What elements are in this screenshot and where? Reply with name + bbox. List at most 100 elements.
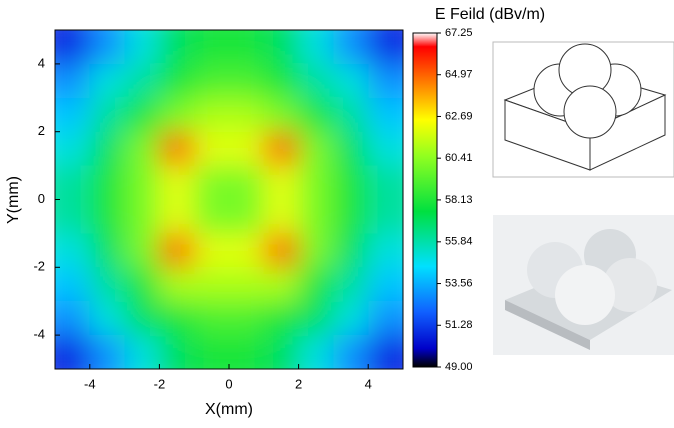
heat-cell (299, 233, 335, 268)
heat-cell (194, 166, 230, 201)
heatmap (35, 10, 424, 390)
heat-cell (264, 64, 300, 99)
heat-cell (264, 166, 300, 201)
heat-cell (229, 301, 265, 336)
heat-cell (264, 200, 300, 235)
heat-cell (333, 301, 369, 336)
heat-cell (125, 132, 161, 167)
heat-cell (333, 64, 369, 99)
heat-cell (90, 267, 126, 302)
heat-cell (194, 64, 230, 99)
heat-cell (229, 166, 265, 201)
colorbar-tick-label: 49.00 (445, 361, 473, 373)
heat-cell (299, 64, 335, 99)
x-tick-label: 0 (225, 376, 232, 391)
heat-cell (194, 10, 230, 65)
heat-cell (125, 233, 161, 268)
heat-cell (229, 10, 265, 65)
heat-cell (90, 132, 126, 167)
heat-cell (194, 200, 230, 235)
heat-cell (299, 267, 335, 302)
heat-cell (229, 200, 265, 235)
heat-cell (299, 98, 335, 133)
heat-cell (159, 10, 195, 65)
y-axis-label: Y(mm) (5, 176, 22, 224)
heat-cell (299, 301, 335, 336)
heat-cell (90, 200, 126, 235)
y-tick-label: 2 (38, 123, 45, 138)
colorbar-tick-label: 55.84 (445, 236, 473, 248)
y-tick-label: -2 (33, 259, 45, 274)
heat-cell (299, 132, 335, 167)
heat-cell (264, 233, 300, 268)
heat-cell (90, 166, 126, 201)
heat-cell (229, 64, 265, 99)
heat-cell (159, 301, 195, 336)
heat-cell (159, 267, 195, 302)
heat-cell (299, 10, 335, 65)
heat-cell (194, 267, 230, 302)
chart: X(mm) Y(mm) E Feild (dBv/m) -4 -2 0 2 4 -4 -2 0… (0, 0, 674, 423)
y-tick-label: -4 (33, 327, 45, 342)
colorbar-tick-label: 64.97 (445, 69, 473, 81)
colorbar-tick-label: 60.41 (445, 152, 473, 164)
heat-cell (333, 200, 369, 235)
colorbar-tick-label: 58.13 (445, 194, 473, 206)
y-tick-label: 0 (38, 191, 45, 206)
heat-cell (159, 98, 195, 133)
x-tick-label: -2 (154, 376, 166, 391)
heat-cell (264, 10, 300, 65)
x-axis-label: X(mm) (205, 401, 253, 418)
heat-cell (229, 98, 265, 133)
heat-cell (159, 200, 195, 235)
heat-cell (125, 64, 161, 99)
colorbar-tick-label: 62.69 (445, 110, 473, 122)
x-tick-label: 4 (365, 376, 372, 391)
heat-cell (194, 98, 230, 133)
heat-cell (159, 64, 195, 99)
heat-cell (333, 10, 369, 65)
heat-cell (90, 301, 126, 336)
heat-cell (159, 132, 195, 167)
heat-cell (90, 233, 126, 268)
colorbar-title: E Feild (dBv/m) (435, 6, 545, 23)
heat-cell (264, 98, 300, 133)
heat-cell (333, 98, 369, 133)
colorbar-tick-label: 67.25 (445, 27, 473, 39)
heat-cell (229, 267, 265, 302)
heat-cell (229, 233, 265, 268)
heat-cell (264, 267, 300, 302)
heat-cell (90, 98, 126, 133)
heat-cell (159, 166, 195, 201)
heat-cell (125, 10, 161, 65)
heat-cell (194, 132, 230, 167)
heat-cell (299, 200, 335, 235)
colorbar (413, 33, 437, 367)
heat-cell (229, 132, 265, 167)
heat-cell (125, 200, 161, 235)
heat-cell (35, 335, 91, 390)
heat-cell (194, 301, 230, 336)
heat-cell (229, 335, 265, 390)
heat-cell (125, 98, 161, 133)
heat-cell (264, 132, 300, 167)
heat-cell (159, 233, 195, 268)
heat-cell (90, 64, 126, 99)
heat-cell (333, 166, 369, 201)
colorbar-tick-label: 53.56 (445, 277, 473, 289)
heat-cell (125, 166, 161, 201)
colorbar-tick-label: 51.28 (445, 319, 473, 331)
heat-cell (333, 132, 369, 167)
heat-cell (90, 10, 126, 65)
x-tick-label: 2 (295, 376, 302, 391)
heat-cell (299, 166, 335, 201)
heat-cell (299, 335, 335, 390)
heat-cell (125, 301, 161, 336)
y-tick-label: 4 (38, 55, 45, 70)
heat-cell (333, 233, 369, 268)
heat-cell (264, 301, 300, 336)
heat-cell (125, 267, 161, 302)
heat-cell (194, 233, 230, 268)
x-tick-label: -4 (84, 376, 96, 391)
heat-cell (333, 267, 369, 302)
